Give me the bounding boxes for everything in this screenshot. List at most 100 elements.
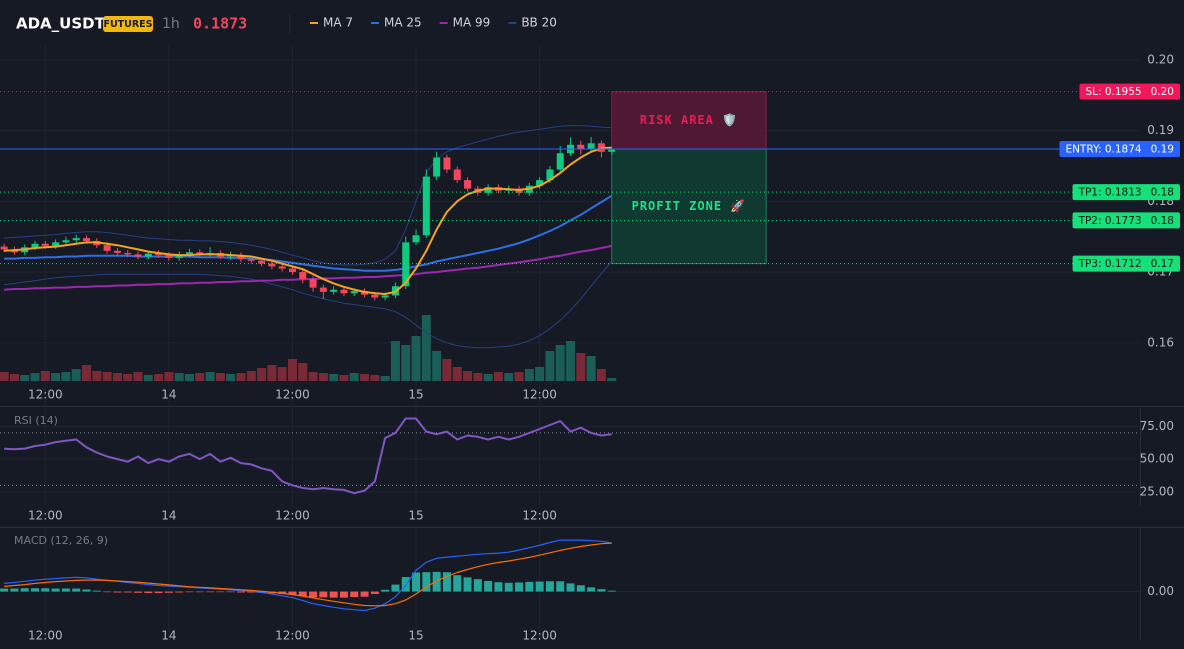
histogram-bar bbox=[453, 575, 462, 592]
volume-bar bbox=[514, 372, 524, 381]
x-tick-label: 12:00 bbox=[28, 509, 63, 523]
volume-bar bbox=[277, 367, 287, 381]
candle-body bbox=[299, 272, 307, 280]
histogram-bar bbox=[103, 591, 112, 593]
volume-bar bbox=[411, 336, 421, 381]
x-tick-label: 12:00 bbox=[275, 629, 310, 643]
volume-bar bbox=[463, 371, 473, 381]
volume-bar bbox=[535, 367, 545, 381]
histogram-bar bbox=[61, 588, 70, 592]
histogram-bar bbox=[350, 591, 359, 598]
volume-bar bbox=[195, 373, 205, 381]
volume-bar bbox=[287, 359, 297, 381]
histogram-bar bbox=[51, 588, 60, 592]
x-tick-label: 12:00 bbox=[522, 388, 557, 402]
level-tag bbox=[1079, 83, 1180, 100]
volume-bar bbox=[360, 374, 370, 381]
candle-body bbox=[278, 266, 286, 269]
histogram-bar bbox=[381, 589, 390, 592]
volume-bar bbox=[257, 368, 267, 381]
volume-bar bbox=[154, 374, 164, 381]
volume-bar bbox=[133, 372, 143, 381]
candle-body bbox=[309, 279, 317, 288]
level-price: 0.19 bbox=[1151, 143, 1174, 155]
volume-bar bbox=[473, 373, 483, 381]
x-tick-label: 14 bbox=[161, 388, 176, 402]
level-tag bbox=[1059, 140, 1180, 157]
candle-body bbox=[113, 250, 121, 253]
volume-bar bbox=[174, 373, 184, 381]
histogram-bar bbox=[31, 588, 40, 592]
volume-bar bbox=[102, 372, 112, 381]
y-tick-label: 25.00 bbox=[1140, 484, 1174, 498]
volume-bar bbox=[329, 374, 339, 381]
candle-body bbox=[124, 252, 132, 255]
candle-body bbox=[443, 157, 451, 170]
volume-bar bbox=[308, 372, 318, 381]
candle-body bbox=[258, 260, 266, 264]
volume-bar bbox=[318, 373, 328, 381]
candle-body bbox=[361, 291, 369, 295]
volume-bar bbox=[607, 378, 617, 381]
histogram-bar bbox=[422, 572, 431, 592]
histogram-bar bbox=[154, 591, 163, 594]
last-price: 0.1873 bbox=[193, 15, 247, 33]
candle-body bbox=[608, 149, 616, 152]
volume-bar bbox=[421, 315, 431, 381]
level-label: SL: 0.1955 bbox=[1085, 86, 1141, 98]
indicator-line bbox=[4, 542, 612, 607]
histogram-bar bbox=[216, 591, 225, 593]
x-tick-label: 12:00 bbox=[522, 509, 557, 523]
x-tick-label: 15 bbox=[408, 388, 423, 402]
level-tag bbox=[1072, 255, 1180, 272]
candle-body bbox=[422, 176, 430, 236]
histogram-bar bbox=[566, 583, 575, 592]
candle-body bbox=[134, 254, 142, 257]
zone-label: PROFIT ZONE 🚀 bbox=[632, 199, 747, 213]
ma-line bbox=[4, 146, 612, 295]
histogram-bar bbox=[576, 585, 585, 592]
candle-body bbox=[31, 243, 39, 248]
volume-bar bbox=[370, 375, 380, 381]
x-tick-label: 12:00 bbox=[275, 509, 310, 523]
volume-bar bbox=[545, 351, 555, 381]
volume-bar bbox=[226, 374, 236, 381]
candle-body bbox=[464, 180, 472, 189]
histogram-bar bbox=[10, 588, 19, 592]
histogram-bar bbox=[484, 580, 493, 592]
volume-bar bbox=[576, 353, 586, 381]
histogram-bar bbox=[535, 581, 544, 592]
candle-body bbox=[196, 252, 204, 254]
level-label: TP2: 0.1773 bbox=[1078, 215, 1142, 227]
histogram-bar bbox=[175, 591, 184, 593]
panel-title: MACD (12, 26, 9) bbox=[14, 534, 108, 547]
legend-label: BB 20 bbox=[521, 16, 557, 30]
level-price: 0.17 bbox=[1151, 258, 1174, 270]
volume-bar bbox=[442, 359, 452, 381]
panel-title: RSI (14) bbox=[14, 414, 58, 427]
candle-body bbox=[268, 263, 276, 267]
histogram-bar bbox=[195, 591, 204, 593]
x-tick-label: 12:00 bbox=[275, 388, 310, 402]
histogram-bar bbox=[164, 591, 173, 593]
y-tick-label: 50.00 bbox=[1140, 452, 1174, 466]
histogram-bar bbox=[442, 572, 451, 592]
badge: FUTURES bbox=[103, 19, 152, 30]
histogram-bar bbox=[41, 588, 50, 592]
volume-bar bbox=[92, 371, 102, 381]
histogram-bar bbox=[123, 591, 132, 593]
volume-bar bbox=[401, 345, 411, 381]
volume-bar bbox=[493, 372, 503, 381]
volume-bar bbox=[298, 363, 308, 381]
candle-body bbox=[371, 294, 379, 298]
ma-line bbox=[4, 194, 613, 272]
legend-label: MA 7 bbox=[323, 16, 353, 30]
candle-body bbox=[340, 289, 348, 294]
candle-body bbox=[556, 153, 564, 170]
volume-bar bbox=[215, 373, 225, 381]
histogram-bar bbox=[432, 571, 441, 592]
y-tick-label: 0.16 bbox=[1147, 335, 1174, 349]
histogram-bar bbox=[278, 591, 287, 594]
candle-body bbox=[155, 253, 163, 256]
